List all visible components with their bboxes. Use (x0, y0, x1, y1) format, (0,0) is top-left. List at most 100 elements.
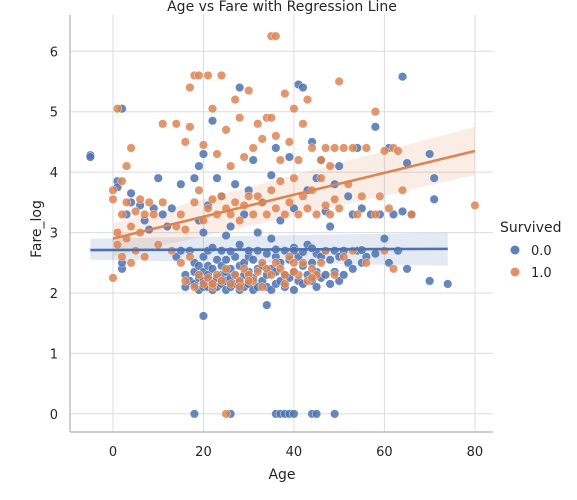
data-point (122, 161, 132, 171)
data-point (303, 95, 313, 105)
data-point (171, 119, 181, 129)
data-point (330, 194, 340, 204)
legend-entry-label: 1.0 (531, 266, 552, 281)
data-point (253, 191, 263, 201)
legend-title: Survived (500, 220, 561, 236)
data-point (312, 282, 322, 292)
data-point (384, 203, 394, 213)
data-point (325, 209, 335, 219)
data-point (379, 246, 389, 256)
data-point (257, 258, 267, 268)
y-tick-label: 4 (50, 166, 58, 181)
data-point (221, 255, 231, 265)
data-point (235, 282, 245, 292)
chart-title: Age vs Fare with Regression Line (167, 0, 397, 15)
data-point (208, 104, 218, 114)
data-point (312, 409, 322, 419)
data-point (198, 279, 208, 289)
data-point (330, 143, 340, 153)
data-point (122, 197, 132, 207)
data-point (117, 252, 127, 262)
data-point (262, 209, 272, 219)
data-point (230, 197, 240, 207)
data-point (135, 194, 145, 204)
data-point (271, 143, 281, 153)
data-point (330, 409, 340, 419)
data-point (266, 270, 276, 280)
data-point (248, 143, 258, 153)
data-point (370, 209, 380, 219)
data-point (194, 70, 204, 80)
data-point (239, 209, 249, 219)
data-point (271, 31, 281, 41)
data-point (303, 203, 313, 213)
data-point (149, 209, 159, 219)
data-point (393, 146, 403, 156)
data-point (280, 89, 290, 99)
y-tick-label: 2 (50, 287, 58, 302)
axes (69, 15, 493, 433)
data-point (316, 258, 326, 268)
data-point (113, 104, 123, 114)
data-point (230, 95, 240, 105)
data-point (262, 300, 272, 310)
data-point (158, 119, 168, 129)
data-point (189, 409, 199, 419)
data-point (235, 215, 245, 225)
data-point (398, 72, 408, 82)
data-point (348, 246, 358, 256)
data-point (194, 261, 204, 271)
data-point (289, 173, 299, 183)
data-point (271, 131, 281, 141)
data-point (289, 409, 299, 419)
data-point (298, 83, 308, 93)
data-point (217, 70, 227, 80)
data-point (398, 206, 408, 216)
data-point (221, 231, 231, 241)
data-point (339, 143, 349, 153)
data-point (212, 173, 222, 183)
data-point (153, 173, 163, 183)
data-point (198, 149, 208, 159)
data-point (221, 264, 231, 274)
data-point (289, 258, 299, 268)
y-tick-label: 3 (50, 227, 58, 242)
data-point (325, 255, 335, 265)
x-axis-label: Age (268, 467, 295, 483)
data-point (429, 173, 439, 183)
regression-line-0.0 (90, 247, 448, 252)
data-point (158, 197, 168, 207)
data-point (343, 191, 353, 201)
data-point (167, 203, 177, 213)
data-point (429, 194, 439, 204)
data-point (248, 255, 258, 265)
data-point (375, 191, 385, 201)
data-point (131, 206, 141, 216)
data-point (117, 209, 127, 219)
data-point (198, 140, 208, 150)
data-point (393, 246, 403, 256)
data-point (85, 152, 95, 162)
data-point (325, 161, 335, 171)
data-point (271, 258, 281, 268)
data-point (266, 185, 276, 195)
data-point (370, 107, 380, 117)
x-tick-label: 20 (195, 445, 212, 460)
data-point (321, 143, 331, 153)
data-point (198, 252, 208, 262)
data-point (176, 179, 186, 189)
x-tick-label: 80 (467, 445, 484, 460)
data-point (208, 116, 218, 126)
data-point (280, 279, 290, 289)
data-point (425, 149, 435, 159)
data-point (352, 209, 362, 219)
data-point (316, 173, 326, 183)
data-point (126, 188, 136, 198)
y-tick-label: 6 (50, 45, 58, 60)
data-point (239, 264, 249, 274)
data-point (185, 252, 195, 262)
data-point (226, 246, 236, 256)
x-tick-label: 60 (376, 445, 393, 460)
data-point (257, 282, 267, 292)
data-point (289, 104, 299, 114)
